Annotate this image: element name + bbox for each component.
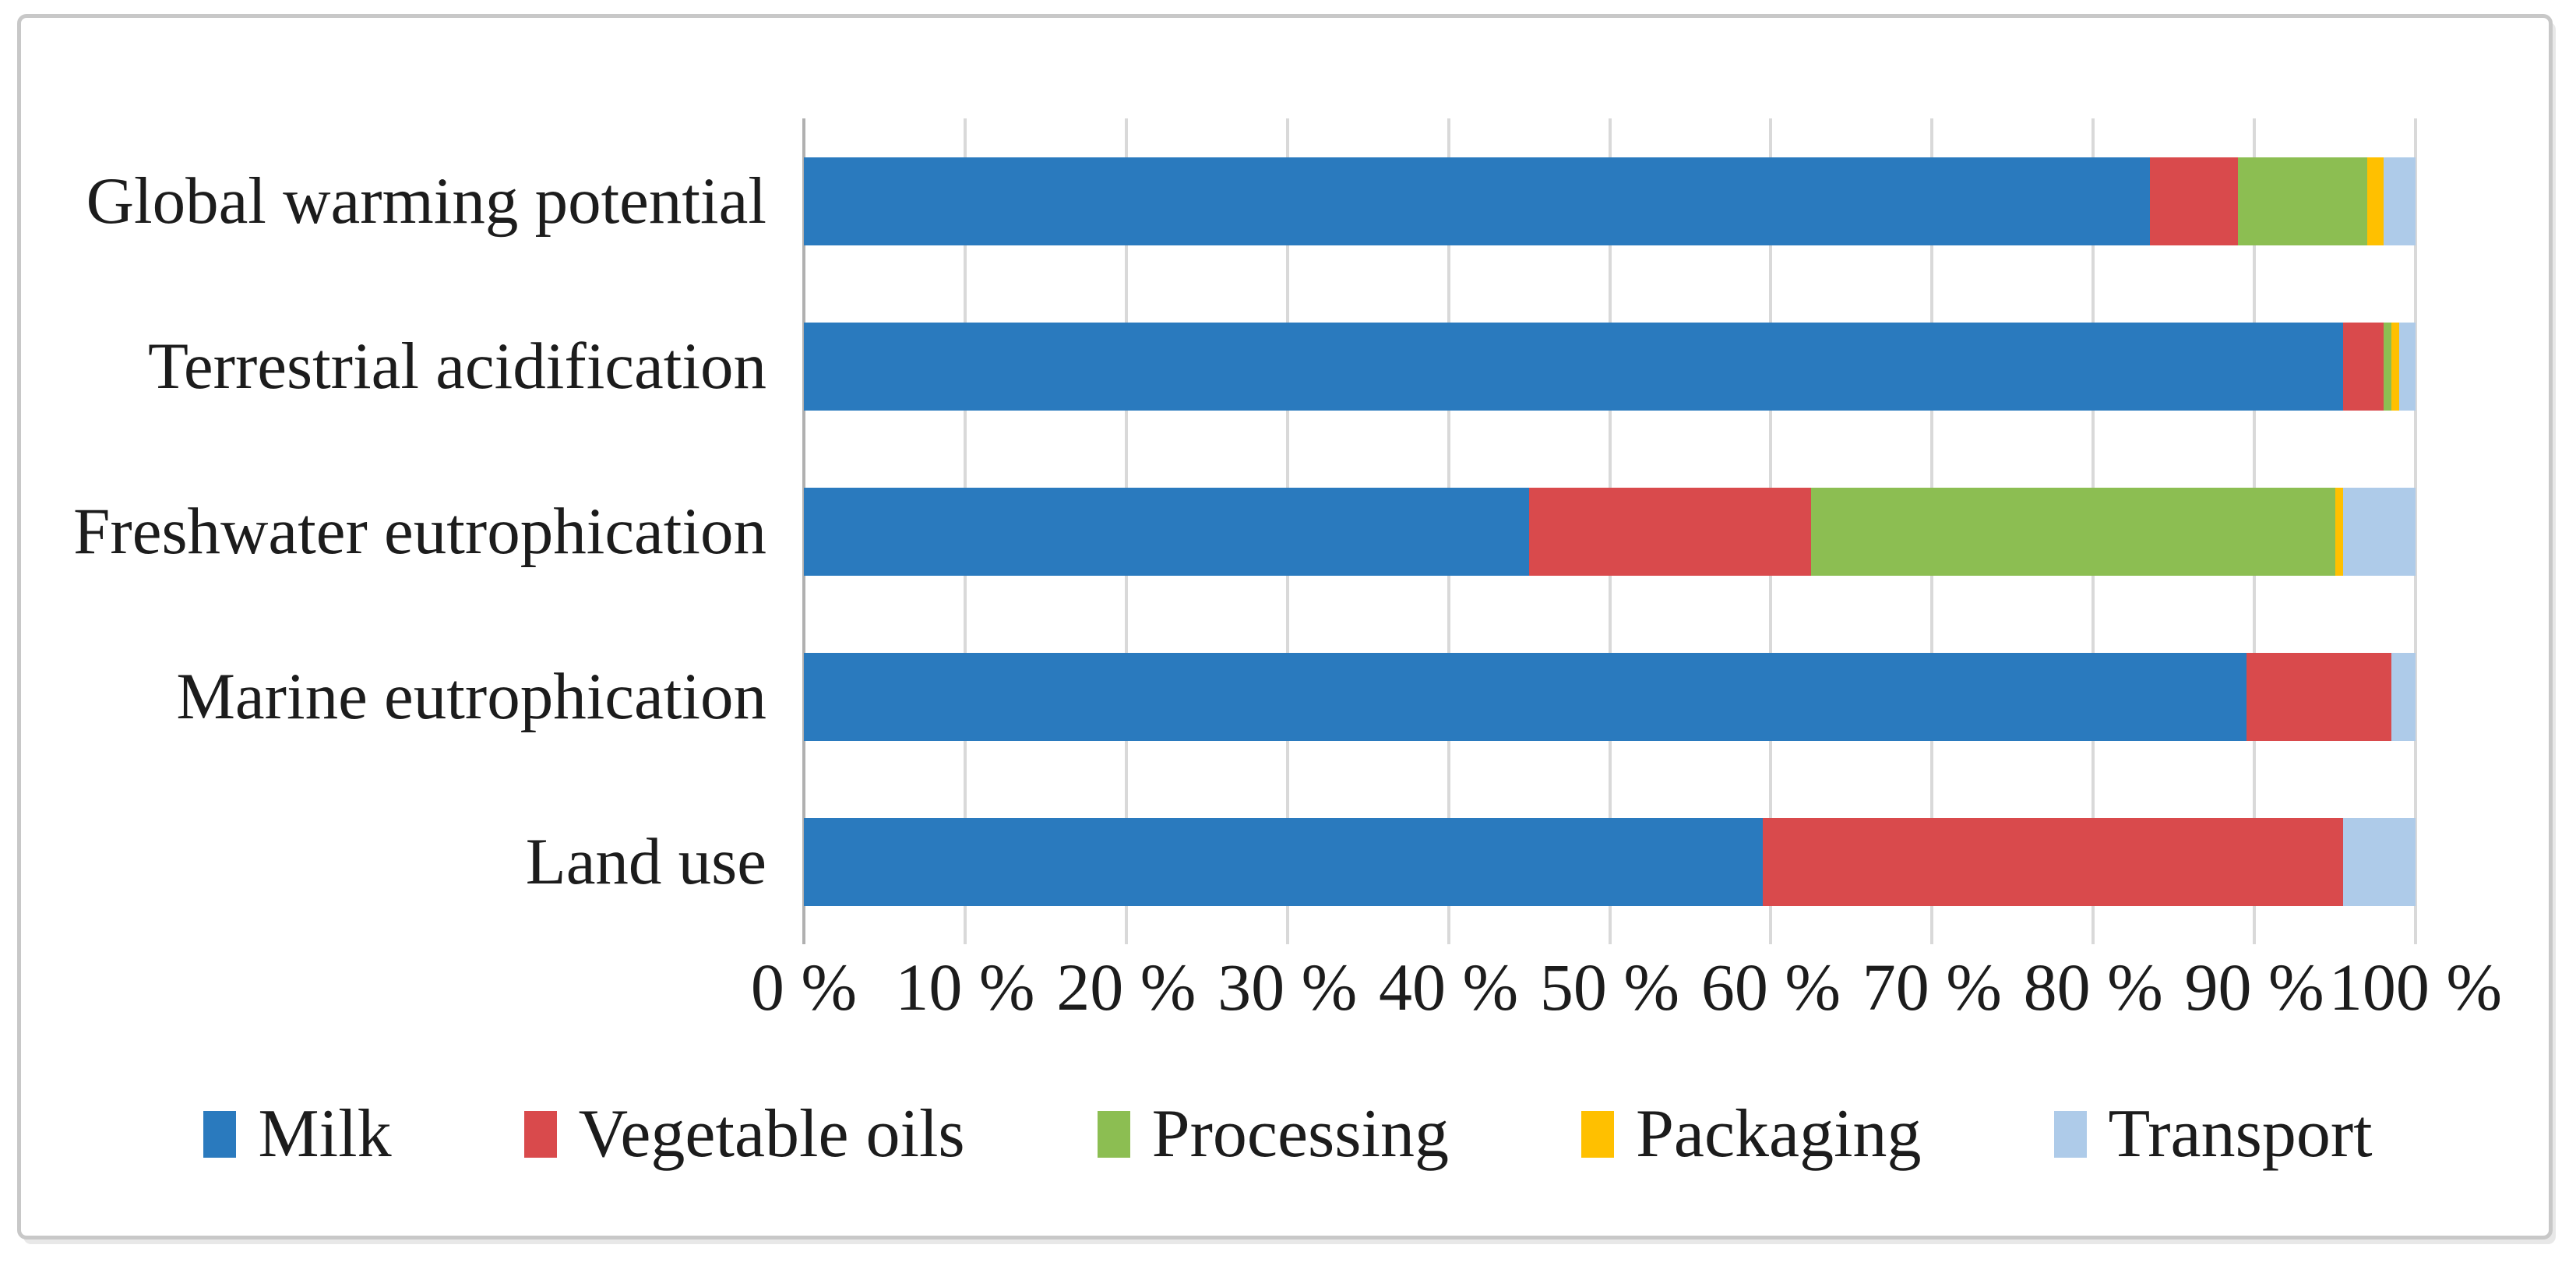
bar-segment-packaging [2335,487,2343,576]
bar-row [804,817,2416,906]
x-tick-label: 30 % [1218,950,1358,1024]
category-label: Global warming potential [86,164,766,238]
bar-segment-transport [2399,322,2416,411]
category-label: Terrestrial acidification [147,329,766,403]
category-axis-labels: Global warming potential Terrestrial acid… [0,118,804,944]
bar-row [804,322,2416,411]
legend-item-transport: Transport [2053,1096,2373,1172]
bar-segment-vegetable-oils [1763,817,2343,906]
legend-swatch-icon [523,1111,557,1158]
bar-segment-packaging [2391,322,2400,411]
bar-row [804,487,2416,576]
legend-label: Packaging [1635,1096,1922,1172]
bar-segment-processing [2238,157,2367,245]
plot-area [802,118,2417,944]
legend-swatch-icon [1097,1111,1130,1158]
category-label: Land use [525,824,766,898]
gridline [2414,118,2417,944]
bar-segment-milk [804,322,2343,411]
x-tick-label: 40 % [1379,950,1519,1024]
bar-row [804,652,2416,741]
x-tick-label: 100 % [2328,950,2503,1024]
legend-swatch-icon [1580,1111,1614,1158]
bar-row [804,157,2416,245]
chart-legend: Milk Vegetable oils Processing Packaging Tra… [0,1088,2576,1181]
legend-item-vegetable-oils: Vegetable oils [523,1096,965,1172]
legend-item-milk: Milk [203,1096,392,1172]
category-label: Freshwater eutrophication [73,494,766,568]
bar-segment-vegetable-oils [2149,157,2239,245]
x-axis-tick-labels: 0 % 10 % 20 % 30 % 40 % 50 % 60 % 70 % 80 % 90 % 1… [0,954,2576,1039]
legend-swatch-icon [2053,1111,2087,1158]
bar-segment-milk [804,157,2150,245]
category-label: Marine eutrophication [176,659,766,733]
legend-item-packaging: Packaging [1580,1096,1922,1172]
legend-label: Processing [1151,1096,1449,1172]
x-tick-label: 60 % [1700,950,1841,1024]
bar-segment-transport [2342,817,2416,906]
x-tick-label: 80 % [2023,950,2163,1024]
legend-swatch-icon [203,1111,237,1158]
bar-segment-processing [2383,322,2391,411]
bar-segment-milk [804,817,1764,906]
bar-segment-transport [2342,487,2416,576]
x-tick-label: 70 % [1862,950,2002,1024]
bar-segment-transport [2383,157,2416,245]
bar-segment-vegetable-oils [2342,322,2384,411]
x-tick-label: 20 % [1056,950,1196,1024]
bar-segment-vegetable-oils [2246,652,2391,741]
legend-label: Milk [258,1096,392,1172]
bar-segment-processing [1811,487,2335,576]
legend-label: Vegetable oils [578,1096,965,1172]
x-tick-label: 10 % [895,950,1035,1024]
bar-segment-milk [804,652,2247,741]
bar-segment-vegetable-oils [1529,487,1812,576]
bar-segment-transport [2391,652,2416,741]
x-tick-label: 50 % [1539,950,1680,1024]
x-tick-label: 0 % [750,950,858,1024]
legend-item-processing: Processing [1097,1096,1449,1172]
legend-label: Transport [2108,1096,2373,1172]
bar-segment-packaging [2366,157,2384,245]
bar-segment-milk [804,487,1530,576]
x-tick-label: 90 % [2184,950,2324,1024]
